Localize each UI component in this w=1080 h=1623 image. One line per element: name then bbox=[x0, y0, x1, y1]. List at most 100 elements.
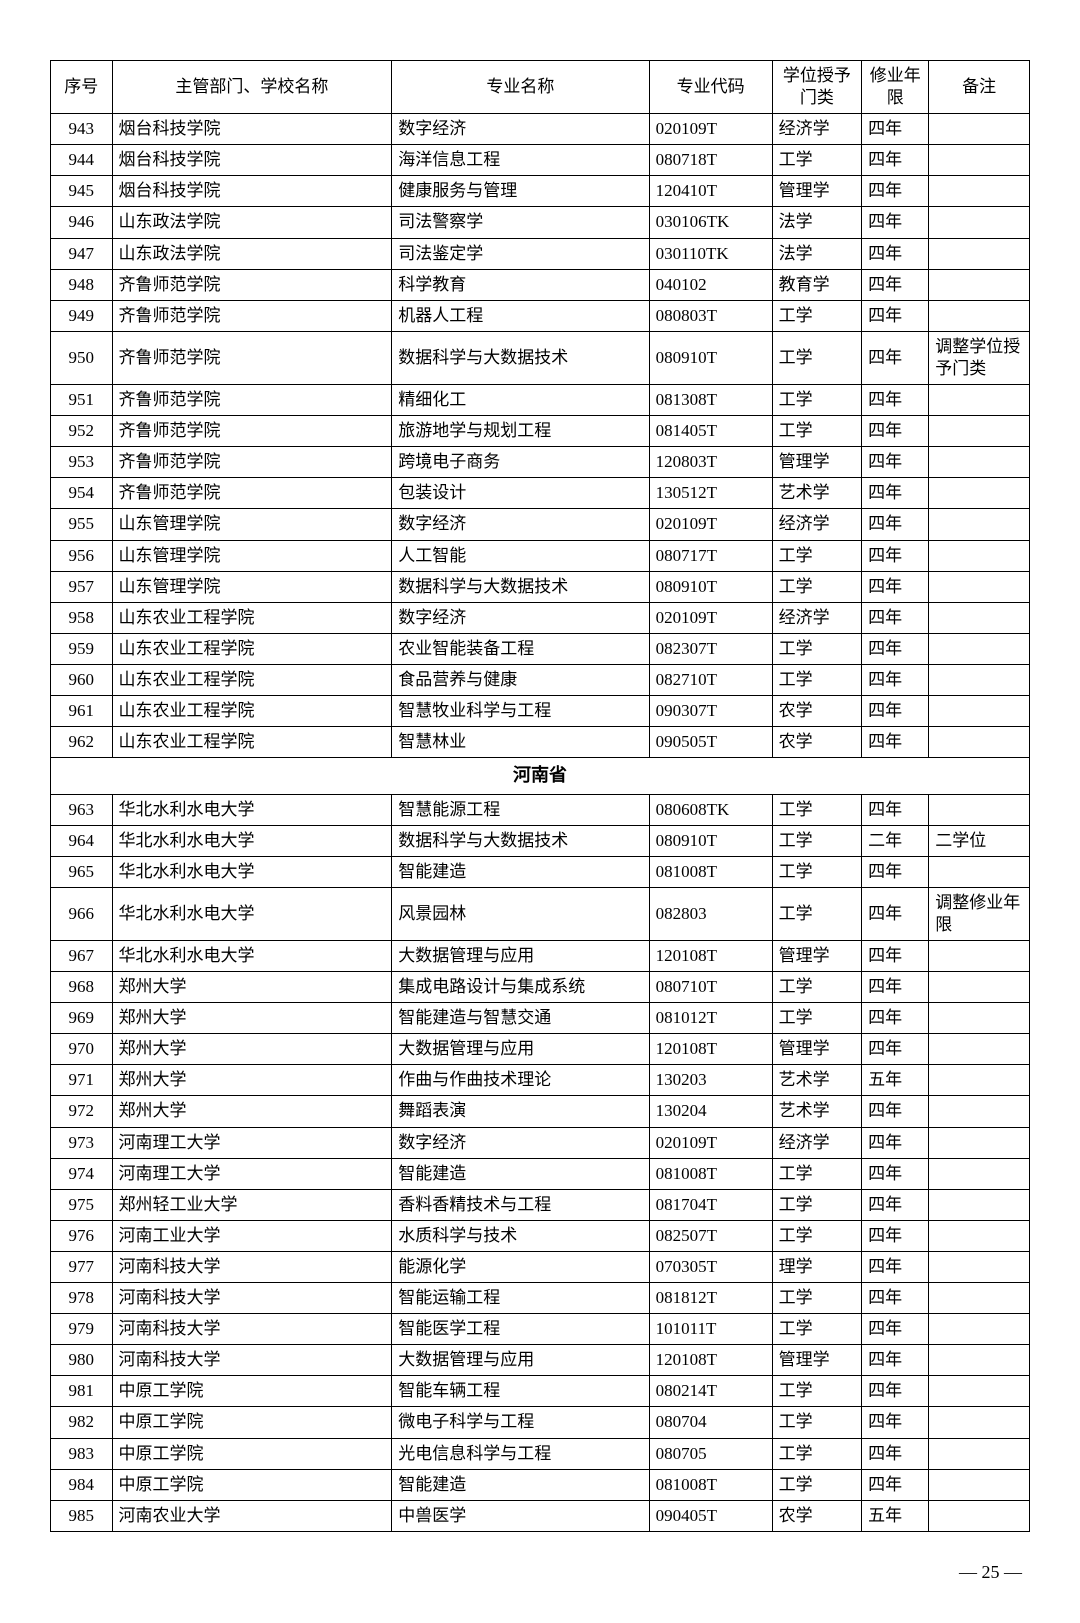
table-cell: 河南科技大学 bbox=[112, 1345, 392, 1376]
table-cell: 081008T bbox=[649, 1158, 772, 1189]
table-cell: 964 bbox=[51, 825, 113, 856]
table-cell bbox=[929, 602, 1030, 633]
table-cell: 四年 bbox=[862, 1189, 929, 1220]
table-cell: 河南农业大学 bbox=[112, 1500, 392, 1531]
table-row: 969郑州大学智能建造与智慧交通081012T工学四年 bbox=[51, 1003, 1030, 1034]
table-cell: 精细化工 bbox=[392, 385, 649, 416]
table-cell: 农学 bbox=[772, 727, 862, 758]
table-cell: 齐鲁师范学院 bbox=[112, 331, 392, 384]
table-cell: 974 bbox=[51, 1158, 113, 1189]
table-cell bbox=[929, 695, 1030, 726]
table-cell: 四年 bbox=[862, 1314, 929, 1345]
table-cell bbox=[929, 1158, 1030, 1189]
table-cell: 山东管理学院 bbox=[112, 571, 392, 602]
table-cell: 郑州大学 bbox=[112, 972, 392, 1003]
table-cell: 数字经济 bbox=[392, 1127, 649, 1158]
table-cell: 082507T bbox=[649, 1220, 772, 1251]
table-cell: 工学 bbox=[772, 300, 862, 331]
table-cell: 080214T bbox=[649, 1376, 772, 1407]
table-cell: 082803 bbox=[649, 887, 772, 940]
table-cell: 081812T bbox=[649, 1283, 772, 1314]
table-cell: 四年 bbox=[862, 571, 929, 602]
table-cell: 经济学 bbox=[772, 114, 862, 145]
table-cell: 烟台科技学院 bbox=[112, 145, 392, 176]
table-cell: 工学 bbox=[772, 633, 862, 664]
table-cell: 四年 bbox=[862, 478, 929, 509]
table-row: 983中原工学院光电信息科学与工程080705工学四年 bbox=[51, 1438, 1030, 1469]
col-index: 序号 bbox=[51, 61, 113, 114]
table-cell: 二学位 bbox=[929, 825, 1030, 856]
table-cell: 四年 bbox=[862, 1158, 929, 1189]
page-number: — 25 — bbox=[50, 1562, 1030, 1583]
table-cell: 管理学 bbox=[772, 1345, 862, 1376]
table-cell: 山东管理学院 bbox=[112, 509, 392, 540]
table-row: 943烟台科技学院数字经济020109T经济学四年 bbox=[51, 114, 1030, 145]
table-cell: 数字经济 bbox=[392, 602, 649, 633]
table-cell: 965 bbox=[51, 856, 113, 887]
table-cell: 郑州大学 bbox=[112, 1034, 392, 1065]
table-cell: 957 bbox=[51, 571, 113, 602]
table-cell bbox=[929, 1438, 1030, 1469]
table-cell: 中原工学院 bbox=[112, 1407, 392, 1438]
table-row: 984中原工学院智能建造081008T工学四年 bbox=[51, 1469, 1030, 1500]
table-body-top: 943烟台科技学院数字经济020109T经济学四年944烟台科技学院海洋信息工程… bbox=[51, 114, 1030, 758]
table-cell: 081308T bbox=[649, 385, 772, 416]
table-cell: 978 bbox=[51, 1283, 113, 1314]
table-cell: 四年 bbox=[862, 509, 929, 540]
table-cell: 020109T bbox=[649, 1127, 772, 1158]
table-cell: 智能建造与智慧交通 bbox=[392, 1003, 649, 1034]
table-row: 957山东管理学院数据科学与大数据技术080910T工学四年 bbox=[51, 571, 1030, 602]
table-cell bbox=[929, 1500, 1030, 1531]
table-cell bbox=[929, 941, 1030, 972]
table-cell bbox=[929, 1065, 1030, 1096]
table-row: 985河南农业大学中兽医学090405T农学五年 bbox=[51, 1500, 1030, 1531]
table-cell: 工学 bbox=[772, 385, 862, 416]
table-cell: 中原工学院 bbox=[112, 1376, 392, 1407]
table-cell: 984 bbox=[51, 1469, 113, 1500]
table-cell: 旅游地学与规划工程 bbox=[392, 416, 649, 447]
table-cell: 947 bbox=[51, 238, 113, 269]
table-cell: 040102 bbox=[649, 269, 772, 300]
table-cell: 大数据管理与应用 bbox=[392, 1345, 649, 1376]
table-cell: 山东政法学院 bbox=[112, 238, 392, 269]
table-cell: 舞蹈表演 bbox=[392, 1096, 649, 1127]
table-row: 955山东管理学院数字经济020109T经济学四年 bbox=[51, 509, 1030, 540]
table-cell: 980 bbox=[51, 1345, 113, 1376]
table-cell: 跨境电子商务 bbox=[392, 447, 649, 478]
table-cell: 中原工学院 bbox=[112, 1469, 392, 1500]
table-cell: 四年 bbox=[862, 145, 929, 176]
table-row: 949齐鲁师范学院机器人工程080803T工学四年 bbox=[51, 300, 1030, 331]
table-cell: 司法鉴定学 bbox=[392, 238, 649, 269]
table-cell bbox=[929, 385, 1030, 416]
table-cell: 090405T bbox=[649, 1500, 772, 1531]
table-cell: 艺术学 bbox=[772, 1096, 862, 1127]
table-row: 961山东农业工程学院智慧牧业科学与工程090307T农学四年 bbox=[51, 695, 1030, 726]
table-cell: 工学 bbox=[772, 887, 862, 940]
section-label: 河南省 bbox=[51, 758, 1030, 794]
table-cell: 工学 bbox=[772, 1469, 862, 1500]
table-cell: 080718T bbox=[649, 145, 772, 176]
table-cell: 微电子科学与工程 bbox=[392, 1407, 649, 1438]
table-cell: 科学教育 bbox=[392, 269, 649, 300]
table-row: 978河南科技大学智能运输工程081812T工学四年 bbox=[51, 1283, 1030, 1314]
table-cell: 工学 bbox=[772, 1189, 862, 1220]
table-row: 980河南科技大学大数据管理与应用120108T管理学四年 bbox=[51, 1345, 1030, 1376]
table-cell bbox=[929, 1251, 1030, 1282]
table-cell: 950 bbox=[51, 331, 113, 384]
table-row: 960山东农业工程学院食品营养与健康082710T工学四年 bbox=[51, 664, 1030, 695]
table-cell: 985 bbox=[51, 1500, 113, 1531]
table-cell: 数字经济 bbox=[392, 114, 649, 145]
table-cell: 983 bbox=[51, 1438, 113, 1469]
table-cell: 080704 bbox=[649, 1407, 772, 1438]
table-cell: 大数据管理与应用 bbox=[392, 1034, 649, 1065]
table-cell bbox=[929, 1407, 1030, 1438]
col-years: 修业年限 bbox=[862, 61, 929, 114]
table-cell bbox=[929, 207, 1030, 238]
table-cell bbox=[929, 1096, 1030, 1127]
table-cell: 080717T bbox=[649, 540, 772, 571]
table-cell: 山东农业工程学院 bbox=[112, 602, 392, 633]
table-cell: 975 bbox=[51, 1189, 113, 1220]
table-cell: 集成电路设计与集成系统 bbox=[392, 972, 649, 1003]
table-cell: 工学 bbox=[772, 145, 862, 176]
table-cell: 五年 bbox=[862, 1065, 929, 1096]
